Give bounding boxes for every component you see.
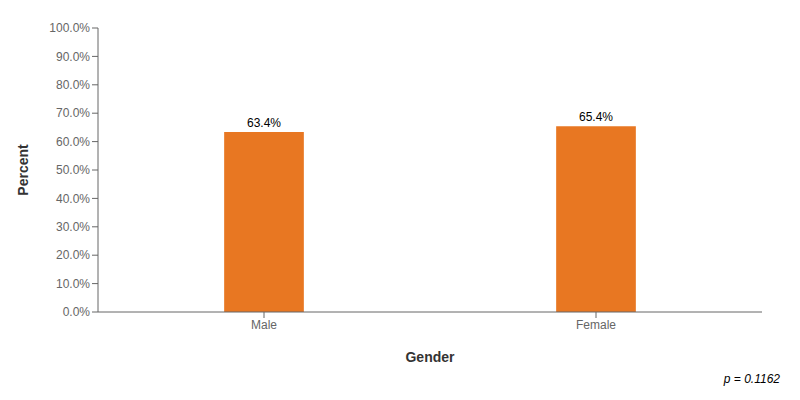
svg-text:40.0%: 40.0% xyxy=(56,192,90,206)
svg-text:20.0%: 20.0% xyxy=(56,248,90,262)
svg-text:60.0%: 60.0% xyxy=(56,135,90,149)
svg-text:10.0%: 10.0% xyxy=(56,277,90,291)
svg-text:Gender: Gender xyxy=(405,349,455,365)
svg-text:70.0%: 70.0% xyxy=(56,106,90,120)
svg-text:50.0%: 50.0% xyxy=(56,163,90,177)
svg-text:63.4%: 63.4% xyxy=(247,116,281,130)
svg-text:100.0%: 100.0% xyxy=(49,21,90,35)
svg-text:80.0%: 80.0% xyxy=(56,78,90,92)
svg-text:65.4%: 65.4% xyxy=(579,110,613,124)
svg-text:0.0%: 0.0% xyxy=(63,305,91,319)
svg-text:Female: Female xyxy=(576,318,616,332)
svg-text:Percent: Percent xyxy=(15,144,31,196)
html-text:p = 0.1162: p = 0.1162 xyxy=(723,372,780,386)
svg-text:Male: Male xyxy=(251,318,277,332)
svg-text:30.0%: 30.0% xyxy=(56,220,90,234)
svg-text:90.0%: 90.0% xyxy=(56,50,90,64)
